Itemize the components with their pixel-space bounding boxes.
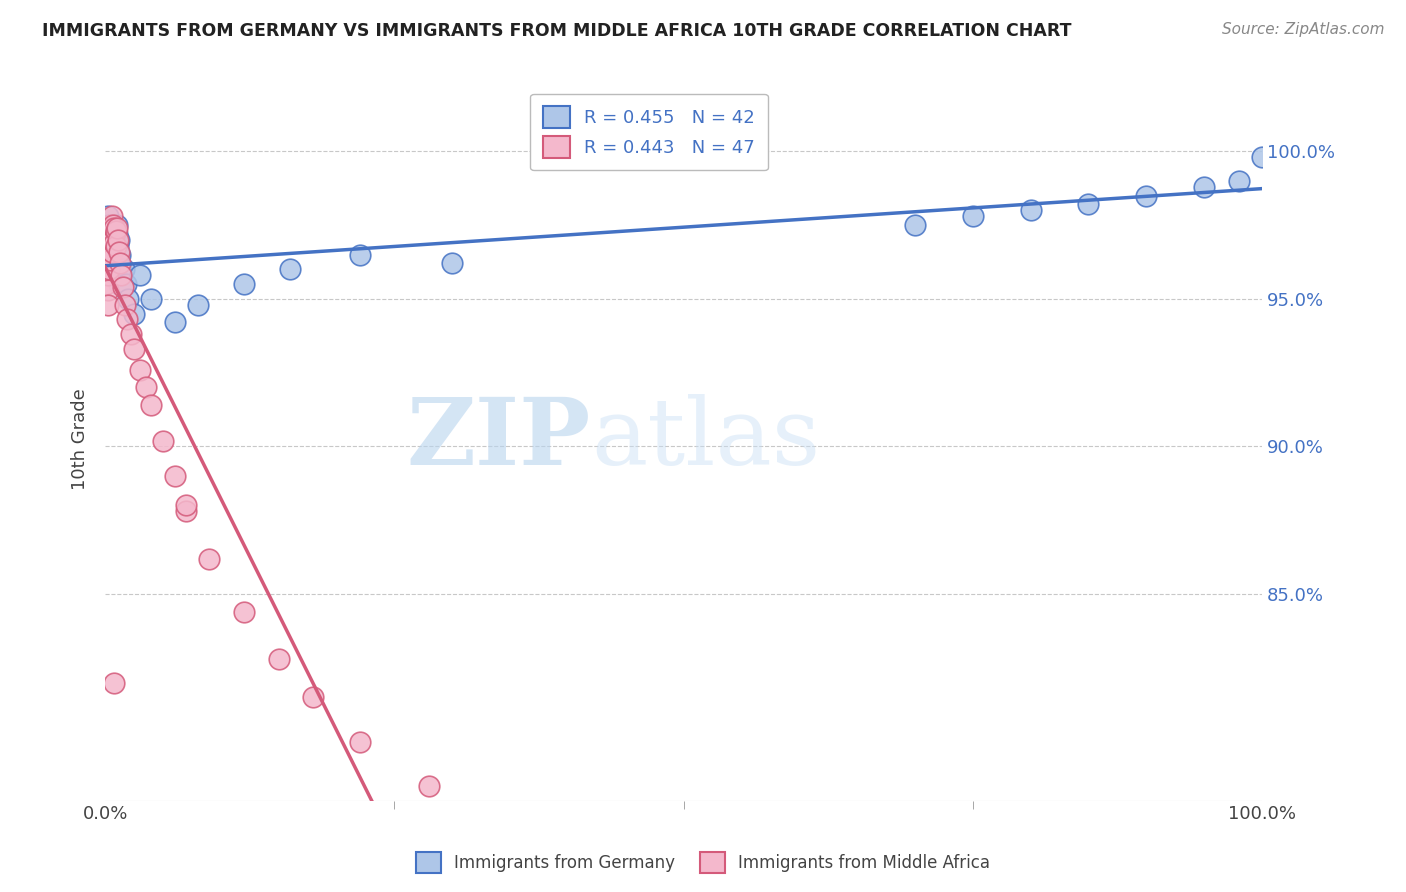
Point bbox=[100, 218, 122, 232]
Point bbox=[96, 268, 118, 283]
Point bbox=[120, 327, 142, 342]
Point bbox=[96, 262, 118, 277]
Point bbox=[904, 218, 927, 232]
Point bbox=[1135, 188, 1157, 202]
Point bbox=[233, 277, 256, 291]
Point bbox=[111, 277, 134, 291]
Point bbox=[103, 218, 125, 232]
Point bbox=[278, 262, 301, 277]
Point bbox=[349, 734, 371, 748]
Point bbox=[103, 235, 125, 250]
Point bbox=[198, 551, 221, 566]
Point bbox=[103, 233, 125, 247]
Point bbox=[101, 251, 124, 265]
Point bbox=[105, 227, 128, 241]
Point bbox=[97, 233, 120, 247]
Point bbox=[233, 605, 256, 619]
Point bbox=[107, 233, 129, 247]
Point bbox=[104, 253, 127, 268]
Legend: Immigrants from Germany, Immigrants from Middle Africa: Immigrants from Germany, Immigrants from… bbox=[409, 846, 997, 880]
Text: atlas: atlas bbox=[591, 394, 820, 484]
Point bbox=[96, 209, 118, 223]
Text: IMMIGRANTS FROM GERMANY VS IMMIGRANTS FROM MIDDLE AFRICA 10TH GRADE CORRELATION : IMMIGRANTS FROM GERMANY VS IMMIGRANTS FR… bbox=[42, 22, 1071, 40]
Point bbox=[141, 398, 163, 412]
Point bbox=[108, 233, 131, 247]
Point bbox=[1227, 174, 1250, 188]
Point bbox=[302, 690, 325, 705]
Point bbox=[107, 238, 129, 252]
Point bbox=[101, 244, 124, 259]
Point bbox=[163, 315, 186, 329]
Point bbox=[103, 221, 125, 235]
Point bbox=[96, 283, 118, 297]
Point bbox=[100, 233, 122, 247]
Point bbox=[96, 277, 118, 291]
Point bbox=[103, 227, 125, 241]
Point bbox=[110, 256, 132, 270]
Point bbox=[129, 268, 152, 283]
Point bbox=[97, 247, 120, 261]
Point bbox=[174, 499, 197, 513]
Point bbox=[117, 292, 139, 306]
Point bbox=[115, 312, 138, 326]
Point bbox=[98, 227, 121, 241]
Point bbox=[98, 253, 121, 268]
Point bbox=[104, 224, 127, 238]
Point bbox=[96, 298, 118, 312]
Point bbox=[110, 262, 132, 277]
Point bbox=[1077, 197, 1099, 211]
Point bbox=[105, 221, 128, 235]
Point bbox=[107, 262, 129, 277]
Point bbox=[111, 280, 134, 294]
Point bbox=[104, 268, 127, 283]
Point bbox=[152, 434, 174, 448]
Point bbox=[103, 238, 125, 252]
Point bbox=[98, 242, 121, 256]
Point bbox=[122, 307, 145, 321]
Point bbox=[1192, 179, 1215, 194]
Point bbox=[108, 244, 131, 259]
Point bbox=[163, 469, 186, 483]
Point bbox=[98, 227, 121, 241]
Point bbox=[115, 277, 138, 291]
Point bbox=[114, 298, 136, 312]
Point bbox=[101, 238, 124, 252]
Point bbox=[103, 675, 125, 690]
Point bbox=[103, 247, 125, 261]
Y-axis label: 10th Grade: 10th Grade bbox=[72, 388, 89, 490]
Point bbox=[141, 292, 163, 306]
Point bbox=[103, 262, 125, 277]
Point bbox=[104, 238, 127, 252]
Point bbox=[101, 209, 124, 223]
Point bbox=[1251, 150, 1274, 164]
Point bbox=[441, 256, 464, 270]
Point bbox=[97, 218, 120, 232]
Point bbox=[97, 262, 120, 277]
Point bbox=[101, 221, 124, 235]
Point bbox=[122, 342, 145, 356]
Point bbox=[962, 209, 984, 223]
Point bbox=[187, 298, 209, 312]
Point bbox=[101, 233, 124, 247]
Point bbox=[100, 233, 122, 247]
Point bbox=[100, 244, 122, 259]
Point bbox=[105, 218, 128, 232]
Point bbox=[174, 504, 197, 518]
Point bbox=[349, 247, 371, 261]
Text: Source: ZipAtlas.com: Source: ZipAtlas.com bbox=[1222, 22, 1385, 37]
Point bbox=[110, 268, 132, 283]
Text: ZIP: ZIP bbox=[406, 394, 591, 484]
Point bbox=[108, 277, 131, 291]
Point bbox=[418, 779, 440, 793]
Legend: R = 0.455   N = 42, R = 0.443   N = 47: R = 0.455 N = 42, R = 0.443 N = 47 bbox=[530, 94, 768, 170]
Point bbox=[129, 362, 152, 376]
Point bbox=[110, 247, 132, 261]
Point bbox=[1019, 203, 1042, 218]
Point bbox=[135, 380, 157, 394]
Point bbox=[267, 652, 290, 666]
Point bbox=[112, 262, 135, 277]
